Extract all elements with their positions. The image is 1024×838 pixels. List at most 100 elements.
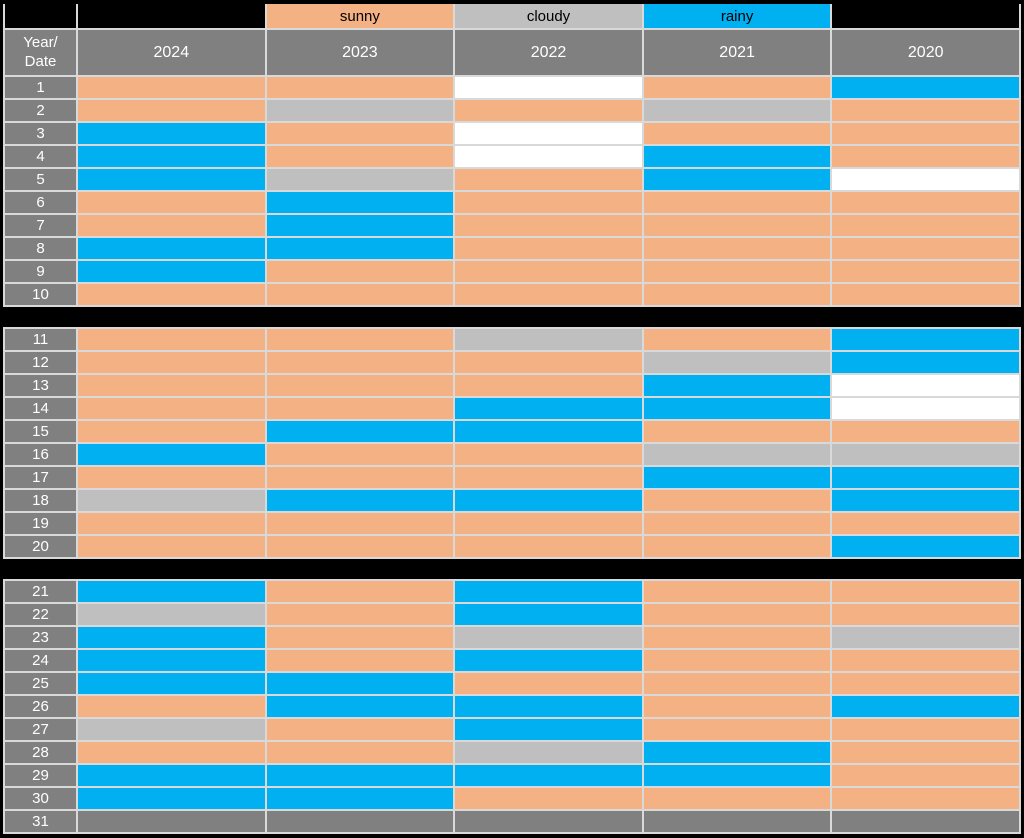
legend-swatch-rainy: rainy bbox=[643, 4, 831, 28]
weather-cell-2024-16 bbox=[78, 444, 265, 465]
year-date-corner-label: Year/Date bbox=[5, 30, 76, 75]
weather-cell-2020-26 bbox=[832, 696, 1019, 717]
year-header-2020: 2020 bbox=[832, 30, 1019, 75]
weather-cell-2024-25 bbox=[78, 673, 265, 694]
weather-cell-2020-14 bbox=[832, 398, 1019, 419]
date-cell-31: 31 bbox=[5, 811, 76, 832]
weather-cell-2024-31 bbox=[78, 811, 265, 832]
weather-cell-2020-5 bbox=[832, 169, 1019, 190]
weather-cell-2024-22 bbox=[78, 604, 265, 625]
weather-cell-2020-17 bbox=[832, 467, 1019, 488]
block-separator-1 bbox=[0, 307, 1024, 327]
weather-cell-2020-30 bbox=[832, 788, 1019, 809]
weather-cell-2023-6 bbox=[266, 192, 454, 213]
legend-corner-blank bbox=[5, 4, 76, 28]
weather-cell-2020-10 bbox=[832, 284, 1019, 305]
weather-cell-2021-28 bbox=[643, 742, 831, 763]
weather-cell-2023-2 bbox=[266, 100, 454, 121]
weather-cell-2023-24 bbox=[266, 650, 454, 671]
weather-cell-2022-12 bbox=[455, 352, 642, 373]
date-cell-15: 15 bbox=[5, 421, 76, 442]
weather-cell-2022-25 bbox=[455, 673, 642, 694]
weather-cell-2022-26 bbox=[455, 696, 642, 717]
weather-cell-2021-31 bbox=[643, 811, 831, 832]
weather-cell-2022-8 bbox=[455, 238, 642, 259]
year-header-2023: 2023 bbox=[266, 30, 454, 75]
weather-cell-2020-8 bbox=[832, 238, 1019, 259]
weather-cell-2024-24 bbox=[78, 650, 265, 671]
weather-cell-2022-20 bbox=[455, 536, 642, 557]
weather-cell-2021-20 bbox=[643, 536, 831, 557]
weather-cell-2023-9 bbox=[266, 261, 454, 282]
weather-cell-2023-7 bbox=[266, 215, 454, 236]
weather-cell-2020-15 bbox=[832, 421, 1019, 442]
weather-cell-2022-27 bbox=[455, 719, 642, 740]
date-cell-27: 27 bbox=[5, 719, 76, 740]
weather-cell-2020-4 bbox=[832, 146, 1019, 167]
weather-cell-2022-29 bbox=[455, 765, 642, 786]
weather-cell-2023-25 bbox=[266, 673, 454, 694]
date-cell-29: 29 bbox=[5, 765, 76, 786]
weather-cell-2020-16 bbox=[832, 444, 1019, 465]
date-cell-25: 25 bbox=[5, 673, 76, 694]
weather-cell-2024-26 bbox=[78, 696, 265, 717]
weather-cell-2021-21 bbox=[643, 581, 831, 602]
date-cell-11: 11 bbox=[5, 329, 76, 350]
weather-cell-2021-15 bbox=[643, 421, 831, 442]
weather-cell-2021-10 bbox=[643, 284, 831, 305]
date-cell-10: 10 bbox=[5, 284, 76, 305]
weather-cell-2021-27 bbox=[643, 719, 831, 740]
weather-cell-2023-4 bbox=[266, 146, 454, 167]
weather-cell-2024-1 bbox=[78, 77, 265, 98]
weather-cell-2022-4 bbox=[455, 146, 642, 167]
legend-swatch-blank bbox=[832, 4, 1019, 28]
weather-cell-2022-13 bbox=[455, 375, 642, 396]
weather-cell-2020-2 bbox=[832, 100, 1019, 121]
date-cell-6: 6 bbox=[5, 192, 76, 213]
date-cell-23: 23 bbox=[5, 627, 76, 648]
weather-cell-2022-14 bbox=[455, 398, 642, 419]
weather-cell-2020-19 bbox=[832, 513, 1019, 534]
weather-cell-2021-22 bbox=[643, 604, 831, 625]
date-cell-3: 3 bbox=[5, 123, 76, 144]
weather-cell-2022-6 bbox=[455, 192, 642, 213]
weather-cell-2024-6 bbox=[78, 192, 265, 213]
weather-cell-2024-8 bbox=[78, 238, 265, 259]
weather-cell-2020-21 bbox=[832, 581, 1019, 602]
weather-cell-2022-30 bbox=[455, 788, 642, 809]
weather-cell-2021-26 bbox=[643, 696, 831, 717]
weather-cell-2021-29 bbox=[643, 765, 831, 786]
weather-cell-2022-19 bbox=[455, 513, 642, 534]
weather-cell-2020-11 bbox=[832, 329, 1019, 350]
weather-cell-2021-2 bbox=[643, 100, 831, 121]
weather-cell-2021-14 bbox=[643, 398, 831, 419]
legend-swatch-blank bbox=[78, 4, 265, 28]
year-header-2024: 2024 bbox=[78, 30, 265, 75]
weather-cell-2021-19 bbox=[643, 513, 831, 534]
legend-swatch-cloudy: cloudy bbox=[455, 4, 642, 28]
date-cell-26: 26 bbox=[5, 696, 76, 717]
weather-cell-2021-4 bbox=[643, 146, 831, 167]
weather-cell-2023-31 bbox=[266, 811, 454, 832]
weather-cell-2020-6 bbox=[832, 192, 1019, 213]
weather-cell-2023-26 bbox=[266, 696, 454, 717]
weather-cell-2022-3 bbox=[455, 123, 642, 144]
date-cell-9: 9 bbox=[5, 261, 76, 282]
date-cell-28: 28 bbox=[5, 742, 76, 763]
weather-cell-2020-22 bbox=[832, 604, 1019, 625]
weather-cell-2020-27 bbox=[832, 719, 1019, 740]
weather-cell-2024-23 bbox=[78, 627, 265, 648]
corner-label-line1: Year/ bbox=[23, 33, 58, 51]
weather-cell-2022-7 bbox=[455, 215, 642, 236]
weather-cell-2020-29 bbox=[832, 765, 1019, 786]
weather-cell-2024-7 bbox=[78, 215, 265, 236]
weather-cell-2021-13 bbox=[643, 375, 831, 396]
date-cell-16: 16 bbox=[5, 444, 76, 465]
weather-cell-2024-18 bbox=[78, 490, 265, 511]
date-cell-18: 18 bbox=[5, 490, 76, 511]
weather-cell-2021-30 bbox=[643, 788, 831, 809]
weather-cell-2022-15 bbox=[455, 421, 642, 442]
date-cell-5: 5 bbox=[5, 169, 76, 190]
weather-cell-2021-24 bbox=[643, 650, 831, 671]
weather-cell-2023-21 bbox=[266, 581, 454, 602]
